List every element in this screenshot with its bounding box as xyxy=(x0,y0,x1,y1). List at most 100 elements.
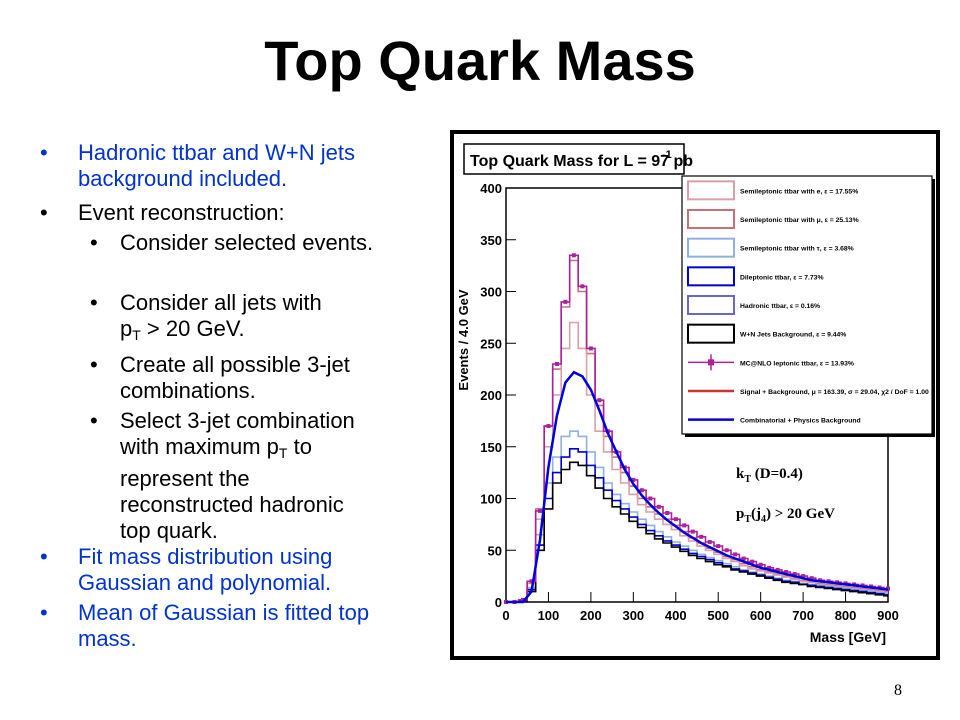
y-tick-label: 200 xyxy=(480,388,502,403)
top-mass-chart: Top Quark Mass for L = 97 pb -1 Events /… xyxy=(450,130,940,660)
series-line xyxy=(506,370,889,604)
legend-swatch xyxy=(687,266,735,287)
data-point xyxy=(707,539,712,544)
data-point xyxy=(716,544,721,549)
data-point xyxy=(809,576,814,581)
bullet-text: Mean of Gaussian is fitted top mass. xyxy=(78,600,370,651)
x-tick-label: 900 xyxy=(877,608,899,623)
bullet-line: top quark. xyxy=(120,518,218,543)
data-point xyxy=(784,569,789,574)
bullet-dot: • xyxy=(90,230,98,255)
pt-rest: ) > 20 GeV xyxy=(766,506,835,522)
chart-title-superscript: -1 xyxy=(662,149,672,161)
bullet-text: Consider selected events. xyxy=(120,230,374,255)
x-tick-label: 0 xyxy=(502,608,509,623)
x-tick-label: 800 xyxy=(835,608,857,623)
x-tick-label: 300 xyxy=(622,608,644,623)
y-tick-label: 400 xyxy=(480,181,502,196)
bullet-dot: • xyxy=(40,140,48,165)
bullet-dot: • xyxy=(90,352,98,377)
data-point xyxy=(588,346,593,351)
y-tick-label: 150 xyxy=(480,440,502,455)
x-axis-label: Mass [GeV] xyxy=(810,629,886,645)
kt-annotation: kT (D=0.4) xyxy=(736,466,803,485)
pt-annotation: pT(j4) > 20 GeV xyxy=(736,506,835,525)
data-point xyxy=(690,529,695,534)
y-tick-label: 100 xyxy=(480,492,502,507)
bullet-text: Event reconstruction: xyxy=(78,200,285,225)
data-point xyxy=(699,534,704,539)
x-tick-label: 200 xyxy=(580,608,602,623)
kt-rest: (D=0.4) xyxy=(751,466,803,482)
legend-swatch xyxy=(687,237,735,258)
legend-marker xyxy=(708,359,714,366)
pt-subscript: T xyxy=(132,327,141,343)
data-point xyxy=(741,556,746,561)
y-tick-label: 250 xyxy=(480,336,502,351)
data-point xyxy=(656,504,661,509)
legend-label: Hadronic ttbar, ε = 0.16% xyxy=(740,303,820,310)
data-point xyxy=(648,496,653,501)
legend-label: Combinatorial + Physics Background xyxy=(740,418,861,425)
data-point xyxy=(665,510,670,515)
data-point xyxy=(673,517,678,522)
series-layer xyxy=(504,253,890,604)
x-tick-label: 700 xyxy=(792,608,814,623)
kt-symbol: k xyxy=(736,466,745,482)
bullet-dot: • xyxy=(90,408,98,433)
y-tick-label: 300 xyxy=(480,285,502,300)
data-point xyxy=(529,579,534,584)
bullet-text: Create all possible 3-jet combinations. xyxy=(120,352,350,403)
x-tick-label: 500 xyxy=(707,608,729,623)
data-point xyxy=(733,552,738,557)
series-line xyxy=(506,461,888,603)
chart-title: Top Quark Mass for L = 97 pb xyxy=(470,153,693,170)
legend-label: W+N Jets Background, ε = 9.44% xyxy=(740,332,846,339)
bullet-line: reconstructed hadronic xyxy=(120,492,344,517)
bullet-line: with maximum p xyxy=(120,434,279,459)
y-tick-label: 50 xyxy=(488,543,502,558)
chart-title-frame xyxy=(463,143,685,175)
y-tick-label: 350 xyxy=(480,233,502,248)
pt-mid: (j xyxy=(751,506,761,522)
bullet-text: Fit mass distribution using Gaussian and… xyxy=(78,544,333,595)
bullet-dot: • xyxy=(40,600,48,625)
legend-swatch xyxy=(687,323,735,344)
y-axis-label: Events / 4.0 GeV xyxy=(456,289,471,390)
x-tick-label: 600 xyxy=(750,608,772,623)
data-point xyxy=(571,253,576,258)
bullet-text: Select 3-jet combination with maximum pT… xyxy=(120,408,430,544)
legend: Semileptonic ttbar with e, ε = 17.55% Sem… xyxy=(681,175,935,437)
bullet-dot: • xyxy=(40,200,48,225)
data-point xyxy=(546,424,551,429)
kt-subscript: T xyxy=(744,474,751,485)
bullet-text: Consider all jets with pT > 20 GeV. xyxy=(120,290,430,348)
bullet-dot: • xyxy=(90,290,98,315)
chart-title-box: Top Quark Mass for L = 97 pb -1 xyxy=(463,143,693,175)
pt-subscript: T xyxy=(744,514,751,525)
x-tick-label: 100 xyxy=(538,608,560,623)
data-point xyxy=(801,574,806,579)
data-point xyxy=(767,565,772,570)
bullet-line: > 20 GeV. xyxy=(140,316,245,341)
data-point xyxy=(554,361,559,366)
y-tick-label: 0 xyxy=(495,595,502,610)
bullet-line: to xyxy=(287,434,312,459)
pt-subscript-4: 4 xyxy=(761,514,766,525)
pt-symbol: p xyxy=(120,316,133,341)
data-point xyxy=(792,572,797,577)
pt-subscript: T xyxy=(278,445,288,461)
data-point xyxy=(750,559,755,564)
legend-label: Semileptonic ttbar with μ, ε = 25.13% xyxy=(740,217,859,224)
legend-swatch xyxy=(687,295,735,315)
legend-label: Signal + Background, μ = 163.39, σ = 29.… xyxy=(740,389,929,396)
data-point xyxy=(520,597,525,602)
data-point xyxy=(563,299,568,304)
data-point xyxy=(758,562,763,567)
bullet-text: Hadronic ttbar and W+N jets background i… xyxy=(78,140,355,191)
slide-title: Top Quark Mass xyxy=(264,29,696,92)
data-point xyxy=(580,284,585,289)
data-point xyxy=(639,488,644,493)
data-point xyxy=(682,523,687,528)
bullet-line: represent the xyxy=(120,466,250,491)
